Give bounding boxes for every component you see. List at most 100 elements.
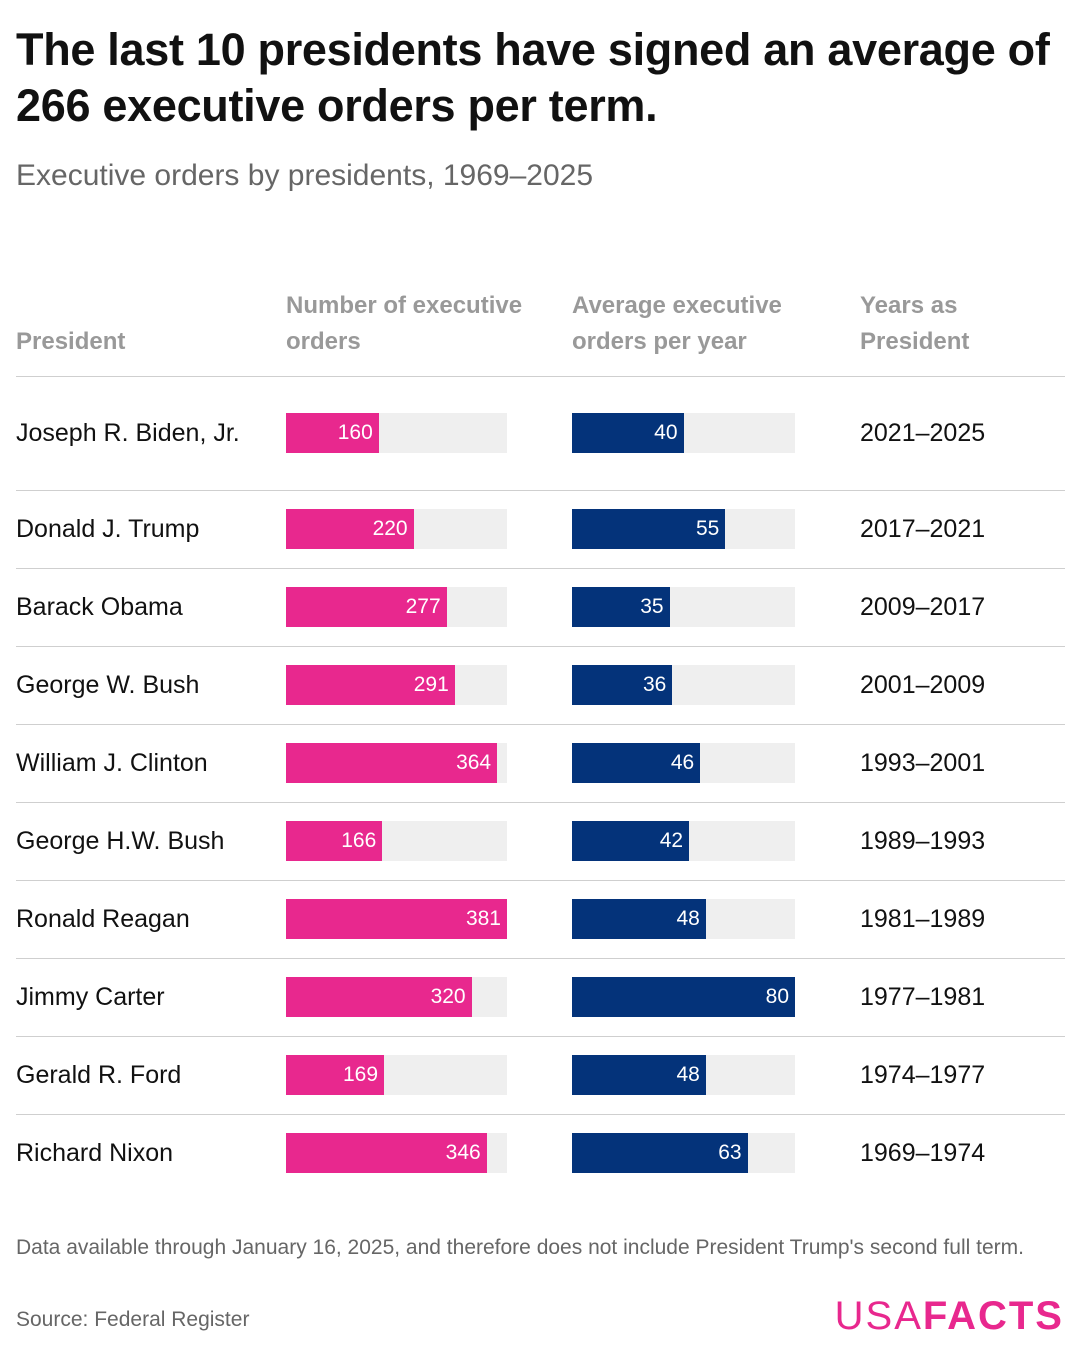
average-bar: 80 (572, 977, 795, 1017)
president-name: George H.W. Bush (16, 827, 225, 855)
orders-value-label: 160 (337, 421, 373, 444)
average-bar-track: 35 (572, 587, 795, 627)
years-in-office: 1977–1981 (860, 983, 986, 1011)
orders-bar-track: 277 (286, 587, 507, 627)
row-divider (16, 568, 1065, 569)
logo-usa: USA (834, 1294, 923, 1338)
orders-bar-track: 220 (286, 509, 507, 549)
years-in-office: 1993–2001 (860, 749, 986, 777)
orders-bar: 364 (286, 743, 498, 783)
average-bar-track: 36 (572, 665, 795, 705)
orders-bar: 291 (286, 665, 455, 705)
president-name: Barack Obama (16, 593, 183, 621)
orders-value-label: 291 (413, 673, 449, 696)
orders-value-label: 346 (445, 1141, 481, 1164)
row-divider (16, 376, 1065, 377)
average-bar: 55 (572, 509, 726, 549)
average-value-label: 80 (765, 985, 789, 1008)
usafacts-logo: USAFACTS (835, 1292, 1064, 1340)
average-value-label: 36 (642, 673, 667, 696)
average-bar: 42 (572, 821, 690, 861)
orders-value-label: 169 (342, 1063, 379, 1086)
years-in-office: 1989–1993 (860, 827, 986, 855)
average-bar: 48 (572, 1055, 706, 1095)
orders-bar: 160 (286, 413, 379, 453)
column-header-orders: Number of executive orders (286, 292, 523, 355)
president-name: William J. Clinton (16, 749, 208, 777)
row-divider (16, 880, 1065, 881)
row-divider (16, 802, 1065, 803)
average-bar-track: 80 (572, 977, 795, 1017)
president-name: Donald J. Trump (16, 515, 200, 543)
years-in-office: 1974–1977 (860, 1061, 986, 1089)
orders-value-label: 381 (465, 907, 501, 930)
average-bar: 35 (572, 587, 670, 627)
orders-bar-track: 291 (286, 665, 507, 705)
orders-bar: 220 (286, 509, 414, 549)
chart-title: The last 10 presidents have signed an av… (16, 24, 1050, 131)
orders-bar: 166 (286, 821, 383, 861)
column-header-average: Average executive orders per year (572, 292, 782, 355)
orders-bar: 346 (286, 1133, 487, 1173)
average-bar: 48 (572, 899, 706, 939)
years-in-office: 2001–2009 (860, 671, 986, 699)
average-bar: 46 (572, 743, 701, 783)
row-divider (16, 490, 1065, 491)
orders-bar: 381 (286, 899, 507, 939)
years-in-office: 2017–2021 (860, 515, 986, 543)
row-divider (16, 958, 1065, 959)
average-bar: 40 (572, 413, 684, 453)
average-bar-track: 55 (572, 509, 795, 549)
years-in-office: 1969–1974 (860, 1139, 986, 1167)
orders-value-label: 220 (372, 517, 408, 540)
orders-value-label: 364 (456, 751, 492, 774)
orders-bar-track: 346 (286, 1133, 507, 1173)
average-value-label: 63 (718, 1141, 742, 1164)
years-in-office: 1981–1989 (860, 905, 986, 933)
orders-bar: 169 (286, 1055, 385, 1095)
average-value-label: 35 (640, 595, 664, 618)
average-value-label: 55 (695, 517, 720, 540)
row-divider (16, 724, 1065, 725)
orders-bar-track: 320 (286, 977, 507, 1017)
president-name: George W. Bush (16, 671, 200, 699)
average-bar-track: 48 (572, 1055, 795, 1095)
president-name: Gerald R. Ford (16, 1061, 182, 1089)
president-name: Richard Nixon (16, 1139, 174, 1167)
orders-bar-track: 381 (286, 899, 507, 939)
source-note: Source: Federal Register (16, 1308, 250, 1331)
footnote: Data available through January 16, 2025,… (16, 1236, 1024, 1259)
orders-bar-track: 166 (286, 821, 507, 861)
logo-facts: FACTS (922, 1294, 1064, 1338)
orders-value-label: 166 (341, 829, 377, 852)
average-value-label: 48 (676, 907, 700, 930)
orders-bar-track: 169 (286, 1055, 507, 1095)
orders-bar: 320 (286, 977, 472, 1017)
average-bar-track: 63 (572, 1133, 795, 1173)
years-in-office: 2021–2025 (860, 419, 986, 447)
orders-bar: 277 (286, 587, 447, 627)
average-bar-track: 48 (572, 899, 795, 939)
row-divider (16, 1114, 1065, 1115)
column-header-president: President (16, 328, 126, 355)
average-bar-track: 40 (572, 413, 795, 453)
row-divider (16, 646, 1065, 647)
orders-bar-track: 364 (286, 743, 507, 783)
average-value-label: 48 (676, 1063, 700, 1086)
average-bar-track: 46 (572, 743, 795, 783)
orders-value-label: 277 (405, 595, 441, 618)
average-value-label: 42 (659, 829, 684, 852)
average-bar: 36 (572, 665, 673, 705)
average-value-label: 46 (670, 751, 695, 774)
average-value-label: 40 (654, 421, 678, 444)
row-divider (16, 1036, 1065, 1037)
chart-subtitle: Executive orders by presidents, 1969–202… (16, 159, 594, 192)
average-bar-track: 42 (572, 821, 795, 861)
average-bar: 63 (572, 1133, 748, 1173)
orders-bar-track: 160 (286, 413, 507, 453)
years-in-office: 2009–2017 (860, 593, 986, 621)
president-name: Ronald Reagan (16, 905, 190, 933)
orders-value-label: 320 (430, 985, 466, 1008)
president-name: Jimmy Carter (16, 983, 165, 1011)
president-name: Joseph R. Biden, Jr. (16, 419, 240, 447)
